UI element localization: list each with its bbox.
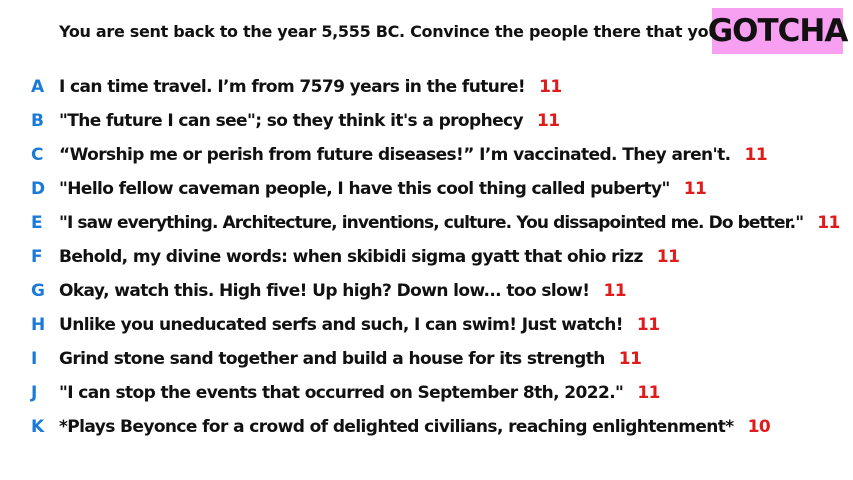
answer-text-wrap: Grind stone sand together and build a ho…	[59, 349, 642, 369]
answer-score: 11	[744, 145, 768, 165]
answer-letter: D	[31, 179, 46, 199]
answer-score: 11	[603, 281, 627, 301]
answer-text: "I saw everything. Architecture, inventi…	[59, 213, 804, 233]
gotcha-badge: GOTCHA	[708, 8, 848, 54]
answer-text: I can time travel. I’m from 7579 years i…	[59, 77, 526, 97]
answer-letter: H	[31, 315, 46, 335]
answer-text: Okay, watch this. High five! Up high? Do…	[59, 281, 590, 301]
question-prompt: You are sent back to the year 5,555 BC. …	[59, 22, 802, 41]
answer-text-wrap: I can time travel. I’m from 7579 years i…	[59, 77, 562, 97]
answer-text: Grind stone sand together and build a ho…	[59, 349, 605, 369]
answer-text: Unlike you uneducated serfs and such, I …	[59, 315, 624, 335]
answer-score: 11	[636, 315, 660, 335]
answer-text: Behold, my divine words: when skibidi si…	[59, 247, 643, 267]
answer-text-wrap: "The future I can see"; so they think it…	[59, 111, 560, 131]
answer-text-wrap: "Hello fellow caveman people, I have thi…	[59, 179, 707, 199]
answer-text: "The future I can see"; so they think it…	[59, 111, 524, 131]
answer-letter: E	[31, 213, 43, 233]
answer-letter: G	[31, 281, 45, 301]
answer-score: 10	[747, 417, 771, 437]
answer-score: 11	[656, 247, 680, 267]
answer-text-wrap: *Plays Beyonce for a crowd of delighted …	[59, 417, 771, 437]
answer-letter: B	[31, 111, 44, 131]
answer-score: 11	[637, 383, 660, 403]
answer-text: "I can stop the events that occurred on …	[59, 383, 624, 403]
answer-letter: A	[31, 77, 45, 97]
answer-text-wrap: "I can stop the events that occurred on …	[59, 383, 660, 403]
answer-score: 11	[817, 213, 840, 233]
answer-score: 11	[539, 77, 562, 97]
answer-letter: C	[31, 145, 44, 165]
answer-text: “Worship me or perish from future diseas…	[59, 145, 731, 165]
answer-text: "Hello fellow caveman people, I have thi…	[59, 179, 670, 199]
answer-text-wrap: Unlike you uneducated serfs and such, I …	[59, 315, 660, 335]
answer-text: *Plays Beyonce for a crowd of delighted …	[59, 417, 734, 437]
answer-letter: J	[31, 383, 38, 403]
answer-score: 11	[536, 111, 560, 131]
answer-text-wrap: “Worship me or perish from future diseas…	[59, 145, 768, 165]
answer-letter: I	[31, 349, 38, 369]
answer-score: 11	[683, 179, 707, 199]
answer-text-wrap: Okay, watch this. High five! Up high? Do…	[59, 281, 627, 301]
answer-letter: F	[31, 247, 43, 267]
answer-letter: K	[31, 417, 45, 437]
answer-text-wrap: Behold, my divine words: when skibidi si…	[59, 247, 680, 267]
answer-text-wrap: "I saw everything. Architecture, inventi…	[59, 213, 840, 233]
answer-score: 11	[618, 349, 642, 369]
